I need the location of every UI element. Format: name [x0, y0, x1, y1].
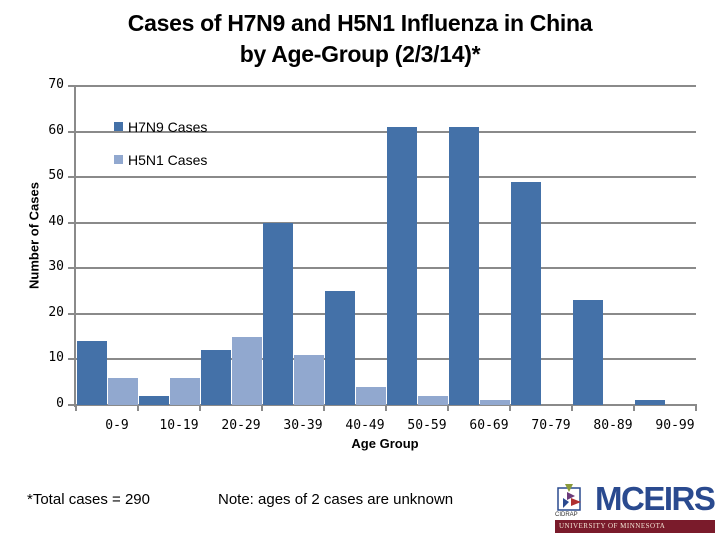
x-tick-label: 40-49 — [345, 418, 385, 433]
x-tick-mark — [385, 404, 387, 411]
x-tick-mark — [509, 404, 511, 411]
cidrap-logo-icon — [557, 484, 581, 511]
bar-h5n1-30-39 — [294, 354, 324, 405]
bar-h7n9-80-89 — [573, 300, 603, 405]
gridline — [76, 312, 696, 315]
y-tick-label: 50 — [48, 168, 64, 184]
gridline — [76, 130, 696, 133]
bar-h7n9-60-69 — [449, 127, 479, 405]
bar-h7n9-0-9 — [77, 341, 107, 405]
legend-label-h7n9: H7N9 Cases — [128, 118, 208, 135]
y-tick-mark — [68, 358, 76, 361]
y-tick-label: 40 — [48, 213, 64, 229]
y-tick-mark — [68, 312, 76, 315]
bar-h7n9-10-19 — [139, 395, 169, 405]
y-tick-label: 0 — [56, 396, 64, 411]
bar-h7n9-90-99 — [635, 400, 665, 405]
x-axis-title: Age Group — [351, 436, 419, 451]
legend-item-h7n9: H7N9 Cases — [114, 110, 207, 143]
gridline — [76, 176, 696, 179]
bar-h7n9-70-79 — [511, 181, 541, 405]
bar-h5n1-50-59 — [418, 395, 448, 405]
bar-h7n9-50-59 — [387, 127, 417, 405]
x-tick-mark — [75, 404, 77, 411]
legend-item-h5n1: H5N1 Cases — [114, 143, 207, 176]
x-tick-label: 30-39 — [283, 418, 323, 433]
gridline — [76, 358, 696, 361]
legend-swatch-h7n9 — [114, 122, 123, 131]
y-tick-mark — [68, 130, 76, 133]
y-axis-title: Number of Cases — [26, 182, 42, 289]
y-tick-label: 60 — [48, 122, 64, 138]
bar-h5n1-10-19 — [170, 377, 200, 405]
x-tick-label: 60-69 — [469, 418, 509, 433]
x-tick-label: 80-89 — [593, 418, 633, 433]
y-tick-mark — [68, 176, 76, 179]
bar-h7n9-40-49 — [325, 291, 355, 405]
bar-h5n1-20-29 — [232, 336, 262, 405]
bar-h5n1-40-49 — [356, 386, 386, 405]
mceirs-logo: CIDRAP MCEIRS UNIVERSITY OF MINNESOTA — [555, 480, 716, 536]
y-tick-mark — [68, 221, 76, 224]
y-tick-label: 10 — [48, 350, 64, 366]
x-tick-label: 10-19 — [159, 418, 199, 433]
y-tick-label: 70 — [48, 77, 64, 92]
chart-title: Cases of H7N9 and H5N1 Influenza in Chin… — [0, 8, 720, 70]
gridline — [76, 85, 696, 87]
unknown-ages-note: Note: ages of 2 cases are unknown — [218, 491, 454, 508]
legend-label-h5n1: H5N1 Cases — [128, 151, 208, 168]
y-axis — [74, 86, 76, 407]
y-tick-label: 30 — [48, 259, 64, 275]
x-tick-mark — [633, 404, 635, 411]
gridline — [76, 221, 696, 224]
mceirs-wordmark: MCEIRS — [595, 480, 716, 517]
legend-swatch-h5n1 — [114, 155, 123, 164]
y-tick-mark — [68, 85, 76, 87]
x-tick-mark — [695, 404, 697, 411]
bar-h5n1-60-69 — [480, 400, 510, 405]
chart-title-line-1: Cases of H7N9 and H5N1 Influenza in Chin… — [127, 10, 593, 36]
x-tick-mark — [323, 404, 325, 411]
x-tick-label: 70-79 — [531, 418, 571, 433]
x-tick-label: 90-99 — [655, 418, 695, 433]
x-tick-mark — [447, 404, 449, 411]
y-tick-label: 20 — [48, 304, 64, 320]
chart-title-line-2: by Age-Group (2/3/14)* — [239, 41, 481, 67]
total-cases-note: *Total cases = 290 — [27, 491, 150, 508]
y-tick-mark — [68, 267, 76, 270]
bar-h5n1-0-9 — [108, 377, 138, 405]
cidrap-label: CIDRAP — [555, 512, 578, 518]
y-tick-mark — [68, 404, 76, 406]
university-band: UNIVERSITY OF MINNESOTA — [555, 520, 715, 533]
x-tick-mark — [571, 404, 573, 411]
x-tick-mark — [199, 404, 201, 411]
bar-h7n9-30-39 — [263, 222, 293, 405]
x-tick-mark — [137, 404, 139, 411]
gridline — [76, 267, 696, 270]
x-tick-mark — [261, 404, 263, 411]
legend: H7N9 Cases H5N1 Cases — [114, 110, 207, 176]
bar-h7n9-20-29 — [201, 350, 231, 405]
x-tick-label: 20-29 — [221, 418, 261, 433]
x-tick-label: 0-9 — [105, 418, 129, 433]
x-tick-label: 50-59 — [407, 418, 447, 433]
